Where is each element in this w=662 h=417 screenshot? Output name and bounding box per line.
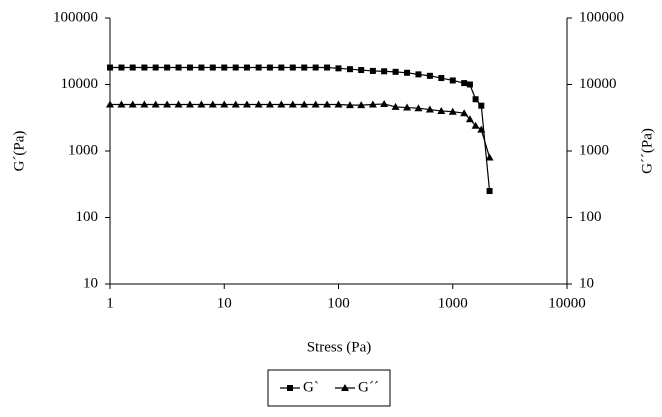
- marker: [414, 104, 423, 112]
- marker: [118, 64, 125, 71]
- marker: [486, 188, 493, 195]
- marker: [415, 71, 422, 78]
- marker: [471, 121, 480, 129]
- legend-box: [267, 369, 391, 407]
- marker: [472, 96, 479, 103]
- marker: [465, 115, 474, 123]
- x-tick-label: 1: [106, 295, 114, 311]
- marker: [141, 64, 148, 71]
- marker: [341, 384, 349, 391]
- marker: [265, 100, 274, 108]
- marker: [335, 65, 342, 72]
- marker: [174, 100, 183, 108]
- marker: [287, 385, 293, 391]
- marker: [392, 68, 399, 75]
- marker: [277, 100, 286, 108]
- y2-tick-label: 1000: [579, 142, 609, 158]
- marker: [461, 80, 468, 87]
- y-tick-label: 1000: [68, 142, 98, 158]
- marker: [288, 100, 297, 108]
- legend-label: G`: [303, 379, 319, 395]
- marker: [403, 103, 412, 111]
- marker: [357, 101, 366, 109]
- marker: [140, 100, 149, 108]
- marker: [255, 64, 262, 71]
- marker: [151, 100, 160, 108]
- marker: [221, 64, 228, 71]
- marker: [391, 102, 400, 110]
- marker: [208, 100, 217, 108]
- marker: [438, 75, 445, 82]
- y-tick-label: 100: [76, 209, 99, 225]
- marker: [477, 125, 486, 133]
- marker: [369, 67, 376, 74]
- marker: [466, 81, 473, 88]
- marker: [437, 106, 446, 114]
- marker: [231, 100, 240, 108]
- marker: [334, 100, 343, 108]
- y2-axis-label: G´´(Pa): [639, 128, 655, 174]
- marker: [129, 64, 136, 71]
- marker: [198, 64, 205, 71]
- marker: [220, 100, 229, 108]
- marker: [152, 64, 159, 71]
- y2-tick-label: 10000: [579, 76, 617, 92]
- marker: [209, 64, 216, 71]
- marker: [449, 77, 456, 84]
- marker: [404, 69, 411, 76]
- y-axis-label: G´(Pa): [11, 131, 27, 172]
- series-line: [110, 66, 491, 192]
- x-tick-label: 100: [327, 295, 350, 311]
- marker: [289, 64, 296, 71]
- marker: [266, 64, 273, 71]
- marker: [426, 72, 433, 79]
- marker: [254, 100, 263, 108]
- marker: [175, 64, 182, 71]
- marker: [478, 102, 485, 109]
- marker: [301, 64, 308, 71]
- marker: [323, 100, 332, 108]
- marker: [425, 105, 434, 113]
- x-tick-label: 10000: [548, 295, 586, 311]
- marker: [381, 68, 388, 75]
- legend-label: G´´: [358, 379, 379, 395]
- marker: [106, 100, 114, 108]
- x-axis-label: Stress (Pa): [307, 339, 372, 355]
- y-tick-label: 10000: [61, 76, 99, 92]
- marker: [448, 107, 457, 115]
- marker: [278, 64, 285, 71]
- marker: [243, 64, 250, 71]
- marker: [300, 100, 309, 108]
- marker: [164, 64, 171, 71]
- x-tick-label: 1000: [438, 295, 468, 311]
- marker: [346, 66, 353, 73]
- marker: [163, 100, 172, 108]
- marker: [232, 64, 239, 71]
- marker: [485, 153, 494, 161]
- marker: [117, 100, 126, 108]
- y-tick-label: 10: [83, 275, 98, 291]
- y2-tick-label: 100000: [579, 9, 624, 25]
- marker: [197, 100, 206, 108]
- y2-tick-label: 100: [579, 209, 602, 225]
- marker: [345, 101, 354, 109]
- marker: [380, 99, 389, 107]
- marker: [368, 100, 377, 108]
- y-tick-label: 100000: [53, 9, 98, 25]
- marker: [311, 100, 320, 108]
- marker: [460, 109, 469, 117]
- marker: [312, 64, 319, 71]
- marker: [128, 100, 137, 108]
- marker: [185, 100, 194, 108]
- marker: [186, 64, 193, 71]
- y2-tick-label: 10: [579, 275, 594, 291]
- marker: [107, 64, 113, 71]
- marker: [358, 67, 365, 74]
- x-tick-label: 10: [217, 295, 232, 311]
- marker: [324, 64, 331, 71]
- marker: [242, 100, 251, 108]
